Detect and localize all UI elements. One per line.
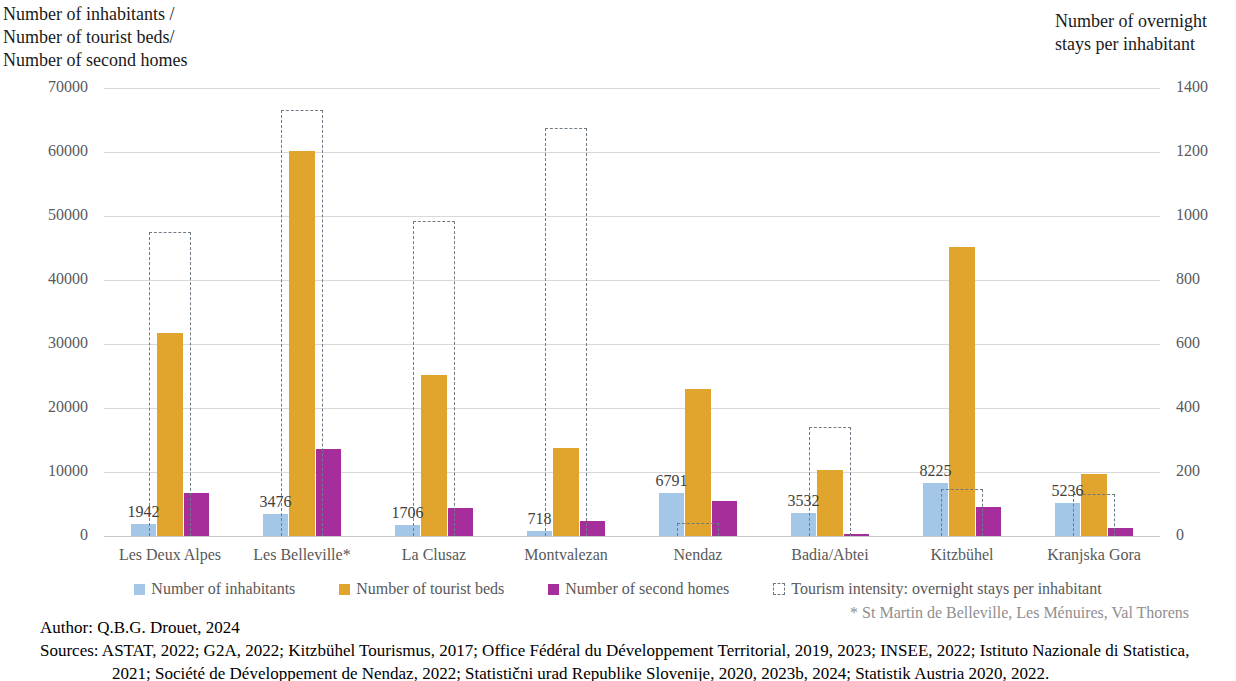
inhabitants-data-label: 8225 bbox=[891, 462, 981, 480]
category-label: Badia/Abtei bbox=[764, 546, 896, 564]
legend-swatch-icon bbox=[339, 584, 350, 595]
gridline bbox=[104, 408, 1160, 409]
bar-tourism-intensity-outline bbox=[149, 232, 191, 536]
sources-line: Sources: ASTAT, 2022; G2A, 2022; Kitzbüh… bbox=[40, 639, 1198, 681]
left-axis-tick: 10000 bbox=[26, 462, 88, 480]
gridline bbox=[104, 216, 1160, 217]
legend-item: Number of inhabitants bbox=[134, 580, 295, 598]
legend-label: Number of second homes bbox=[565, 580, 729, 598]
inhabitants-data-label: 718 bbox=[495, 510, 585, 528]
inhabitants-data-label: 3532 bbox=[759, 492, 849, 510]
left-axis-tick: 0 bbox=[26, 526, 88, 544]
inhabitants-data-label: 6791 bbox=[627, 472, 717, 490]
left-axis-tick: 50000 bbox=[26, 206, 88, 224]
right-axis-tick: 0 bbox=[1176, 526, 1236, 544]
bar-tourism-intensity-outline bbox=[281, 110, 323, 536]
left-axis-tick: 70000 bbox=[26, 78, 88, 96]
right-axis-tick: 400 bbox=[1176, 398, 1236, 416]
category-label: La Clusaz bbox=[368, 546, 500, 564]
right-axis-tick: 200 bbox=[1176, 462, 1236, 480]
right-axis-tick: 1400 bbox=[1176, 78, 1236, 96]
right-axis-tick: 1200 bbox=[1176, 142, 1236, 160]
inhabitants-data-label: 1706 bbox=[363, 504, 453, 522]
gridline bbox=[104, 152, 1160, 153]
gridline bbox=[104, 536, 1160, 537]
bar-number-of-tourist-beds bbox=[685, 389, 711, 536]
gridline bbox=[104, 344, 1160, 345]
gridline bbox=[104, 88, 1160, 89]
inhabitants-data-label: 1942 bbox=[99, 503, 189, 521]
right-axis-title: Number of overnightstays per inhabitant bbox=[1055, 10, 1207, 56]
right-axis-tick: 800 bbox=[1176, 270, 1236, 288]
bar-tourism-intensity-outline bbox=[809, 427, 851, 536]
axis-title-line: stays per inhabitant bbox=[1055, 33, 1207, 56]
legend-label: Number of inhabitants bbox=[151, 580, 295, 598]
left-axis-tick: 30000 bbox=[26, 334, 88, 352]
category-label: Kitzbühel bbox=[896, 546, 1028, 564]
right-axis-tick: 600 bbox=[1176, 334, 1236, 352]
bar-tourism-intensity-outline bbox=[941, 489, 983, 536]
legend-swatch-icon bbox=[548, 584, 559, 595]
category-label: Les Belleville* bbox=[236, 546, 368, 564]
author-line: Author: Q.B.G. Drouet, 2024 bbox=[40, 616, 1198, 639]
category-label: Nendaz bbox=[632, 546, 764, 564]
legend-label: Tourism intensity: overnight stays per i… bbox=[791, 580, 1101, 598]
legend-label: Number of tourist beds bbox=[356, 580, 504, 598]
inhabitants-data-label: 5236 bbox=[1023, 482, 1113, 500]
legend-item: Number of tourist beds bbox=[339, 580, 504, 598]
plot-area: 7000014006000012005000010004000080030000… bbox=[104, 88, 1160, 536]
legend-swatch-icon bbox=[134, 584, 145, 595]
axis-title-line: Number of overnight bbox=[1055, 10, 1207, 33]
legend-swatch-icon bbox=[773, 583, 785, 595]
inhabitants-data-label: 3476 bbox=[231, 493, 321, 511]
bar-tourism-intensity-outline bbox=[1073, 494, 1115, 536]
left-axis-tick: 20000 bbox=[26, 398, 88, 416]
legend-item: Tourism intensity: overnight stays per i… bbox=[773, 580, 1101, 598]
left-axis-title: Number of inhabitants /Number of tourist… bbox=[3, 3, 187, 72]
category-label: Kranjska Gora bbox=[1028, 546, 1160, 564]
legend-item: Number of second homes bbox=[548, 580, 729, 598]
gridline bbox=[104, 280, 1160, 281]
legend: Number of inhabitants Number of tourist b… bbox=[0, 580, 1236, 598]
bar-tourism-intensity-outline bbox=[545, 128, 587, 536]
category-label: Montvalezan bbox=[500, 546, 632, 564]
bar-tourism-intensity-outline bbox=[677, 523, 719, 536]
axis-title-line: Number of tourist beds/ bbox=[3, 26, 187, 49]
right-axis-tick: 1000 bbox=[1176, 206, 1236, 224]
category-label: Les Deux Alpes bbox=[104, 546, 236, 564]
axis-title-line: Number of inhabitants / bbox=[3, 3, 187, 26]
left-axis-tick: 40000 bbox=[26, 270, 88, 288]
bar-tourism-intensity-outline bbox=[413, 221, 455, 536]
chart-canvas: Number of inhabitants /Number of tourist… bbox=[0, 0, 1236, 681]
footer: Author: Q.B.G. Drouet, 2024 Sources: AST… bbox=[40, 616, 1198, 681]
left-axis-tick: 60000 bbox=[26, 142, 88, 160]
axis-title-line: Number of second homes bbox=[3, 49, 187, 72]
